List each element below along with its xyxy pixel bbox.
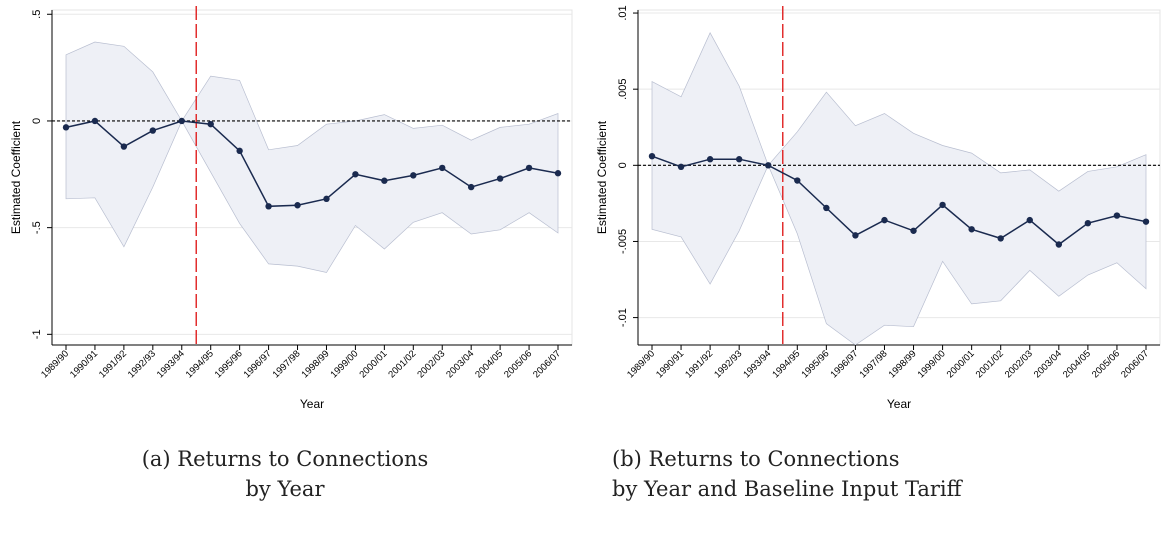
chart1-estimate-point [1026,216,1033,224]
chart0-y-tick-label: .5 [31,10,43,19]
chart1-x-tick-label: 1991/92 [683,348,715,380]
chart1-estimate-point [765,162,772,169]
coefficient-plot-b: .01.0050-.005-.011989/901990/911991/9219… [595,5,1161,411]
chart1-estimate-point [910,227,917,234]
chart1-estimate-point [997,235,1004,242]
chart0-x-tick-label: 1989/90 [39,348,71,380]
chart0-x-tick-label: 1997/98 [271,348,303,380]
chart0-y-tick-label: -1 [31,329,43,339]
chart1-x-tick-label: 1999/00 [916,348,948,380]
chart1-estimate-point [677,163,685,171]
chart0-estimate-point [294,202,301,209]
chart1-x-tick-label: 2000/01 [945,348,977,380]
chart0-x-tick-label: 1995/96 [213,348,245,380]
chart1-estimate-point [852,232,859,239]
chart0-estimate-point [410,172,417,179]
chart1-estimate-point [939,201,946,209]
caption-b-line2: by Year and Baseline Input Tariff [612,477,962,501]
chart0-estimate-point [120,143,128,150]
chart0-y-tick-label: 0 [31,118,43,124]
chart0-estimate-point [525,164,533,172]
chart0-confidence-band [65,41,559,273]
chart0-estimate-point [496,175,504,182]
chart1-estimate-point [1113,212,1121,219]
chart1-estimate-point [968,226,975,233]
chart1-estimate-point [794,177,801,184]
chart1-x-tick-label: 2006/07 [1119,348,1151,380]
chart0-x-tick-label: 1992/93 [126,348,158,380]
coefficient-plot-a: .5 0 -.5 -1 1989/901990/911991/921992/931993… [9,6,573,411]
chart1-estimate-point [648,152,656,160]
chart0-x-tick-label: 1996/97 [242,348,274,380]
chart0-estimate-point [439,164,446,172]
chart0-y-axis-title: Estimated Coefficient [9,120,23,234]
chart0-x-tick-label: 1999/00 [328,348,360,380]
chart0-x-tick-label: 1991/92 [97,348,129,380]
caption-b-line1: (b) Returns to Connections [612,447,900,471]
chart1-x-tick-label: 1994/95 [770,348,802,380]
caption-a-line2: by Year [245,477,325,501]
chart0-x-tick-label: 2001/02 [386,348,418,380]
chart0-x-tick-label: 2003/04 [444,348,476,380]
chart1-x-axis-title: Year [887,397,911,411]
chart1-x-tick-label: 1990/91 [654,348,686,380]
chart1-y-axis-title: Estimated Coefficient [595,120,609,234]
chart0-estimate-point [554,170,562,177]
chart1-estimate-point [706,156,714,163]
chart0-x-tick-label: 1998/99 [300,348,332,380]
chart0-x-tick-label: 1990/91 [68,348,100,380]
chart1-estimate-point [823,204,830,212]
chart0-estimate-point [265,203,272,210]
chart0-x-tick-label: 2004/05 [473,348,505,380]
chart0-x-tick-label: 1994/95 [184,348,216,380]
chart1-y-tick-label: 0 [617,162,629,168]
chart0-x-tick-label: 2000/01 [357,348,389,380]
chart0-x-tick-label: 2006/07 [531,348,563,380]
chart1-estimate-line [651,155,1147,246]
caption-a-line1: (a) Returns to Connections [141,447,429,471]
chart1-x-tick-label: 1989/90 [625,348,657,380]
chart0-estimate-point [62,124,70,131]
chart0-estimate-point [352,171,359,178]
chart1-y-tick-label: .005 [617,78,629,99]
chart1-estimate-point [735,156,743,163]
caption-b: (b) Returns to Connections by Year and B… [612,444,992,504]
chart1-x-tick-label: 1998/99 [887,348,919,380]
chart1-x-tick-label: 1997/98 [858,348,890,380]
chart1-x-tick-label: 1996/97 [828,348,860,380]
chart1-x-tick-label: 2005/06 [1090,348,1122,380]
chart1-confidence-band [651,32,1147,346]
chart0-estimate-point [91,117,99,125]
chart1-x-tick-label: 1993/94 [741,348,773,380]
chart1-x-tick-label: 2004/05 [1061,348,1093,380]
chart0-x-tick-label: 2002/03 [415,348,447,380]
chart1-x-tick-label: 2001/02 [974,348,1006,380]
chart0-x-axis-title: Year [300,397,324,411]
chart0-estimate-point [236,147,243,155]
chart1-estimate-point [1084,219,1092,227]
chart1-estimate-point [881,216,888,224]
chart1-x-tick-label: 1992/93 [712,348,744,380]
chart1-x-tick-label: 2003/04 [1032,348,1064,380]
chart-panel-b: .01.005 0 -.005 -.01 1989/90 1990/91 1991/92 19… [592,0,1166,430]
chart0-estimate-point [467,183,475,191]
chart0-x-tick-label: 2005/06 [502,348,534,380]
chart1-estimate-point [1142,218,1150,225]
chart0-estimate-line [65,120,559,208]
chart1-x-tick-label: 2002/03 [1003,348,1035,380]
chart-panel-a: .5 0 -.5 -1 1989/90 1990/91 1991/92 1992/93 1993… [0,0,580,430]
chart0-estimate-point [323,195,330,203]
caption-a: (a) Returns to Connections by Year [60,444,510,504]
chart0-y-tick-label: -.5 [31,221,43,234]
chart0-estimate-point [207,120,214,128]
chart0-estimate-point [381,177,388,184]
chart0-x-tick-label: 1993/94 [155,348,187,380]
chart1-estimate-point [1055,241,1063,248]
chart1-y-tick-label: -.005 [617,229,629,254]
chart1-x-tick-label: 1995/96 [799,348,831,380]
chart0-estimate-point [149,127,157,134]
chart1-y-tick-label: -.01 [617,308,629,327]
chart0-estimate-point [178,117,185,125]
chart1-y-tick-label: .01 [617,5,629,20]
